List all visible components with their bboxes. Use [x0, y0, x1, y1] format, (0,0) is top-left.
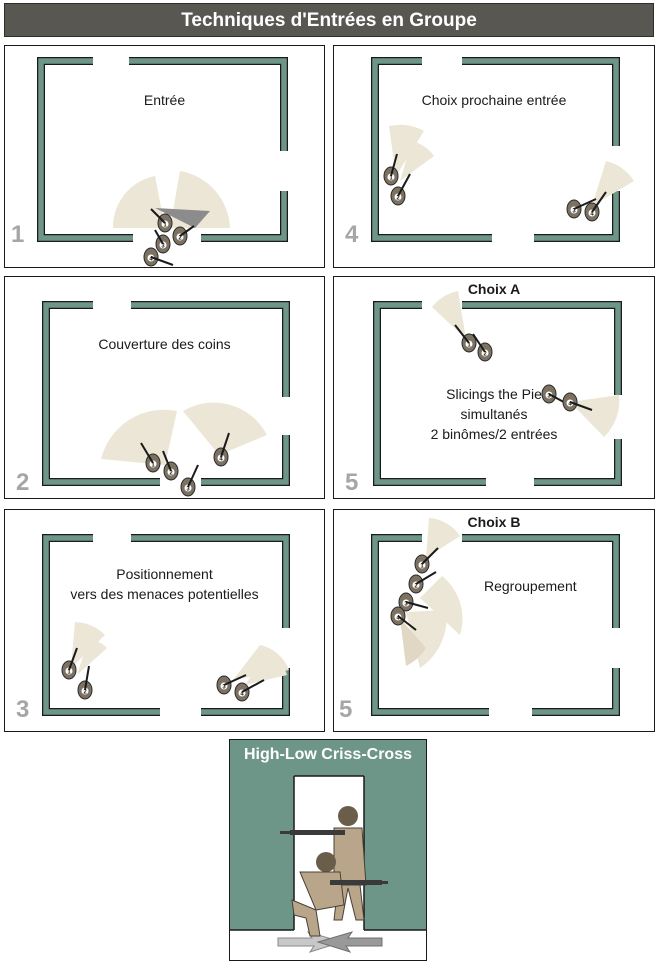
- panel-choix-prochaine-entree: 1 2 3 4 Choix prochaine entrée 4: [333, 45, 655, 268]
- panel-caption: Couverture des coins: [98, 336, 231, 352]
- soldier-number: 3: [572, 209, 576, 215]
- soldier-number: 3: [404, 602, 408, 608]
- soldier-number: 1: [420, 564, 424, 570]
- page-title: Techniques d'Entrées en Groupe: [181, 10, 477, 31]
- choice-label: Choix A: [467, 281, 521, 297]
- soldier-figure-high: [280, 806, 367, 921]
- panel-positionnement: 1 2 3 4 Positionnement vers des menaces …: [4, 509, 325, 732]
- step-number: 1: [11, 221, 25, 248]
- soldier-number: 3: [547, 394, 551, 400]
- soldier-figure-low: [291, 852, 388, 937]
- soldier-icon: 3: [216, 674, 247, 695]
- step-number: 5: [339, 696, 353, 723]
- cover-cone: [183, 402, 267, 455]
- soldier-icon: 2: [472, 333, 493, 362]
- arrow-icon: [316, 931, 383, 953]
- cover-cone: [426, 518, 460, 558]
- soldier-number: 2: [83, 690, 87, 696]
- soldier-number: 3: [161, 244, 165, 250]
- soldier-number: 3: [186, 487, 190, 493]
- soldier-icon: 3: [566, 198, 597, 219]
- soldier-icon: 1: [61, 647, 78, 680]
- cover-cone: [245, 652, 287, 685]
- panel-3-diagram: 1 2 3 4: [42, 534, 290, 716]
- soldier-number: 4: [219, 457, 223, 463]
- soldier-icon: 2: [77, 665, 93, 700]
- panel-caption: Entrée: [143, 92, 186, 108]
- soldier-icon: 2: [162, 450, 179, 481]
- soldier-number: 4: [568, 402, 572, 408]
- soldier-icon: 2: [390, 173, 411, 206]
- soldier-icon: 1: [150, 208, 173, 233]
- cover-cone: [420, 576, 463, 635]
- panel-entree: 1 2 3 4 Entrée 1: [4, 45, 325, 268]
- soldier-number: 4: [590, 212, 594, 218]
- soldier-number: 1: [163, 223, 167, 229]
- soldier-number: 1: [151, 463, 155, 469]
- soldier-icon: 3: [398, 592, 429, 612]
- soldier-icon: 4: [562, 392, 593, 412]
- soldier-icon: 2: [172, 225, 195, 246]
- panel-5a-diagram: 1 2 3 4: [373, 291, 622, 486]
- soldier-icon: 1: [414, 547, 439, 574]
- step-number: 4: [345, 221, 359, 248]
- soldier-number: 2: [414, 584, 418, 590]
- soldier-number: 4: [396, 616, 400, 622]
- soldier-number: 2: [169, 471, 173, 477]
- soldier-icon: 3: [180, 464, 199, 497]
- highlow-title: High-Low Criss-Cross: [243, 746, 412, 763]
- panel-caption: Choix prochaine entrée: [421, 92, 567, 108]
- arrow-icon: [277, 931, 344, 953]
- cover-cone: [101, 409, 177, 465]
- step-number: 5: [345, 469, 359, 496]
- soldier-number: 2: [178, 236, 182, 242]
- soldier-number: 3: [222, 685, 226, 691]
- panel-1-diagram: 1 2 3 4: [37, 57, 288, 267]
- choice-label: Choix B: [467, 514, 521, 530]
- soldier-number: 1: [467, 343, 471, 349]
- panel-2-diagram: 1 2 3 4: [42, 301, 290, 497]
- highlow-illustration: [230, 740, 426, 960]
- panel-4-diagram: 1 2 3 4: [371, 57, 634, 242]
- soldier-icon: 4: [234, 679, 265, 702]
- panel-couverture-des-coins: 1 2 3 4 Couverture des coins 2: [4, 276, 325, 499]
- soldier-icon: 1: [454, 324, 477, 353]
- panel-caption: Slicings the Pie simultanés 2 binômes/2 …: [430, 386, 558, 442]
- cover-cone: [77, 638, 107, 675]
- soldier-icon: 1: [383, 153, 399, 186]
- cover-cone: [592, 161, 634, 206]
- soldier-number: 4: [240, 692, 244, 698]
- soldier-number: 4: [149, 257, 153, 263]
- step-number: 3: [16, 696, 30, 723]
- soldier-icon: 4: [143, 247, 174, 267]
- soldier-number: 2: [396, 196, 400, 202]
- highlow-panel: High-Low Criss-Cross: [229, 739, 427, 961]
- panel-caption: Regroupement: [484, 578, 577, 594]
- soldier-icon: 4: [584, 191, 607, 222]
- soldier-icon: 4: [390, 606, 417, 631]
- soldier-number: 1: [389, 176, 393, 182]
- panel-5b-diagram: 1 2 3 4: [371, 518, 620, 716]
- soldier-icon: 4: [213, 432, 230, 467]
- cover-cone: [389, 124, 424, 176]
- soldier-number: 2: [483, 352, 487, 358]
- panel-choix-b: 1 2 3 4 Choix B Regroupement 5: [333, 509, 655, 732]
- panel-caption: Positionnement vers des menaces potentie…: [70, 566, 259, 602]
- soldier-icon: 1: [140, 442, 161, 473]
- step-number: 2: [16, 469, 30, 496]
- soldier-number: 1: [67, 670, 71, 676]
- cover-cone: [406, 610, 447, 668]
- panel-choix-a: 1 2 3 4 Choix A Slicings the Pie simulta…: [333, 276, 655, 499]
- cover-cone: [400, 141, 434, 181]
- cover-cone: [112, 176, 165, 228]
- title-banner: Techniques d'Entrées en Groupe: [4, 3, 654, 37]
- soldier-icon: 3: [154, 229, 171, 254]
- arrow-icon: [155, 208, 210, 228]
- cover-cone: [400, 618, 426, 666]
- soldier-icon: 2: [408, 571, 437, 594]
